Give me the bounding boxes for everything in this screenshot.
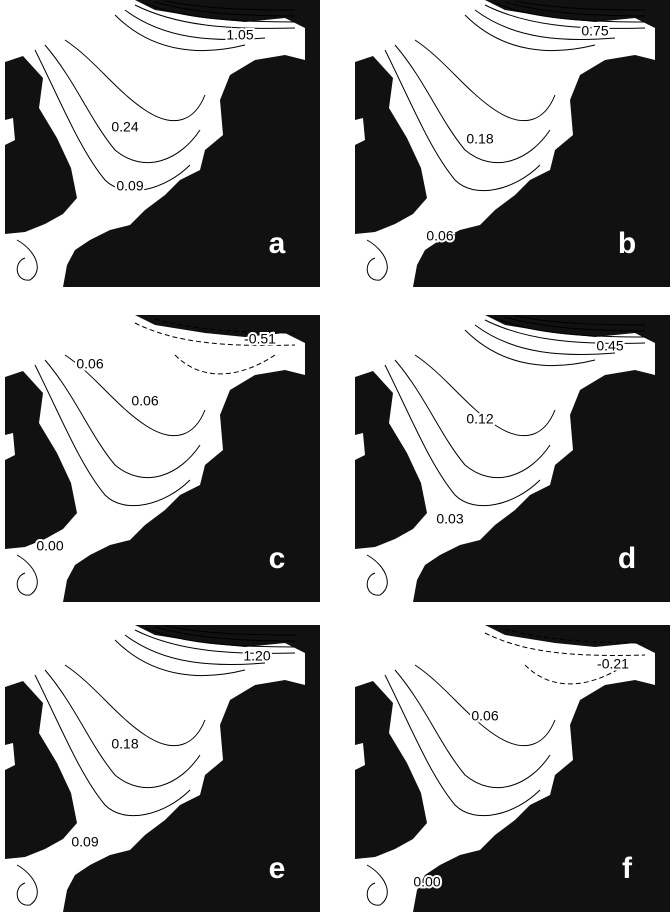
contour-label: 0.06	[426, 228, 453, 244]
contour-label: 0.09	[116, 178, 143, 194]
contour-label: 1.20	[243, 648, 270, 664]
contour-label: 0.18	[466, 131, 493, 147]
panel-letter: a	[269, 227, 286, 260]
contour-label: 0.03	[436, 511, 463, 527]
contour-label: 0.18	[111, 736, 138, 752]
contour-label: 0.00	[36, 538, 63, 554]
panel-letter: c	[269, 542, 286, 575]
contour-label: 0.75	[581, 23, 608, 39]
map-panel: -0.21 0.06 0.00 f	[355, 625, 670, 912]
panel-letter: f	[622, 852, 633, 885]
contour-label: 0.00	[413, 874, 440, 890]
contour-label: 0.06	[131, 393, 158, 409]
contour-label: 0.12	[466, 411, 493, 427]
panel-letter: b	[618, 227, 636, 260]
map-panel: 1.05 0.24 0.09 a	[5, 0, 320, 287]
figure: 1.050.240.09a0.750.180.06b-0.510.060.060…	[0, 0, 672, 914]
panel-letter: d	[618, 542, 636, 575]
map-panel: -0.51 0.06 0.06 0.00 c	[5, 315, 320, 602]
contour-label: 0.09	[71, 834, 98, 850]
contour-label: -0.51	[244, 331, 276, 347]
contour-label: 1.05	[226, 27, 253, 43]
contour-label: 0.06	[76, 356, 103, 372]
contour-label: 0.24	[111, 119, 138, 135]
map-panel: 0.45 0.12 0.03 d	[355, 315, 670, 602]
contour-label: 0.06	[471, 708, 498, 724]
panel-letter: e	[269, 852, 286, 885]
map-panel: 0.75 0.18 0.06 b	[355, 0, 670, 287]
contour-label: 0.45	[596, 338, 623, 354]
map-panel: 1.20 0.18 0.09 e	[5, 625, 320, 912]
contour-label: -0.21	[597, 656, 629, 672]
